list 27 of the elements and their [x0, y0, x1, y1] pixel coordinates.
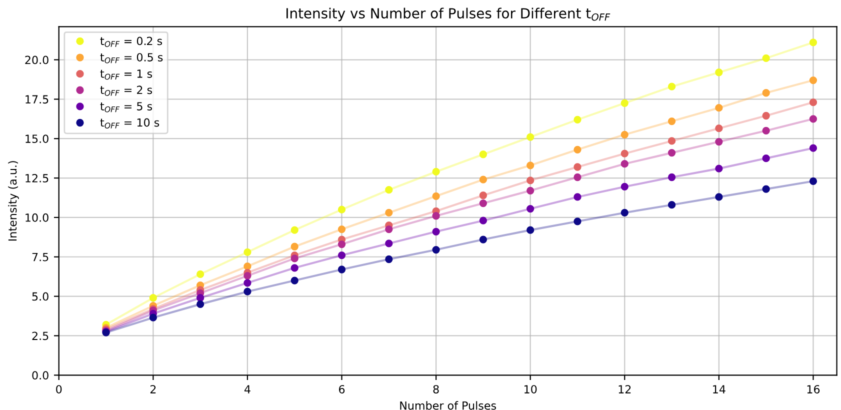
y-tick-label: 12.5: [26, 174, 48, 182]
x-tick-label: 12: [618, 385, 631, 394]
legend-label: t$_{OFF}$ = 2 s: [100, 86, 152, 96]
y-tick-label: 10.0: [26, 213, 48, 222]
y-tick-label: 15.0: [26, 134, 48, 143]
legend-label: t$_{OFF}$ = 0.2 s: [100, 36, 162, 47]
legend-label: t$_{OFF}$ = 10 s: [100, 118, 160, 128]
legend-label: t$_{OFF}$ = 0.5 s: [100, 53, 163, 64]
y-tick-label: 5.0: [32, 292, 48, 301]
x-tick-label: 4: [244, 385, 250, 394]
x-tick-label: 10: [524, 385, 537, 394]
x-axis-title: Number of Pulses: [400, 401, 496, 410]
y-tick-label: 0.0: [32, 371, 48, 380]
y-tick-label: 2.5: [32, 332, 48, 340]
x-tick-label: 14: [713, 385, 726, 394]
x-tick-label: 6: [338, 385, 345, 394]
y-tick-label: 17.5: [26, 95, 48, 104]
legend-label: t$_{OFF}$ = 5 s: [100, 102, 152, 112]
y-tick-label: 7.5: [32, 253, 48, 262]
x-tick-label: 0: [56, 385, 62, 394]
x-tick-label: 2: [150, 385, 156, 394]
x-tick-label: 8: [433, 385, 439, 394]
legend-label: t$_{OFF}$ = 1 s: [100, 70, 152, 80]
x-tick-label: 16: [807, 385, 820, 394]
chart-title: Intensity vs Number of Pulses for Different t$_{OFF}$: [286, 8, 610, 22]
y-tick-label: 20.0: [25, 56, 48, 64]
y-axis-title: Intensity (a.u.): [8, 161, 19, 241]
